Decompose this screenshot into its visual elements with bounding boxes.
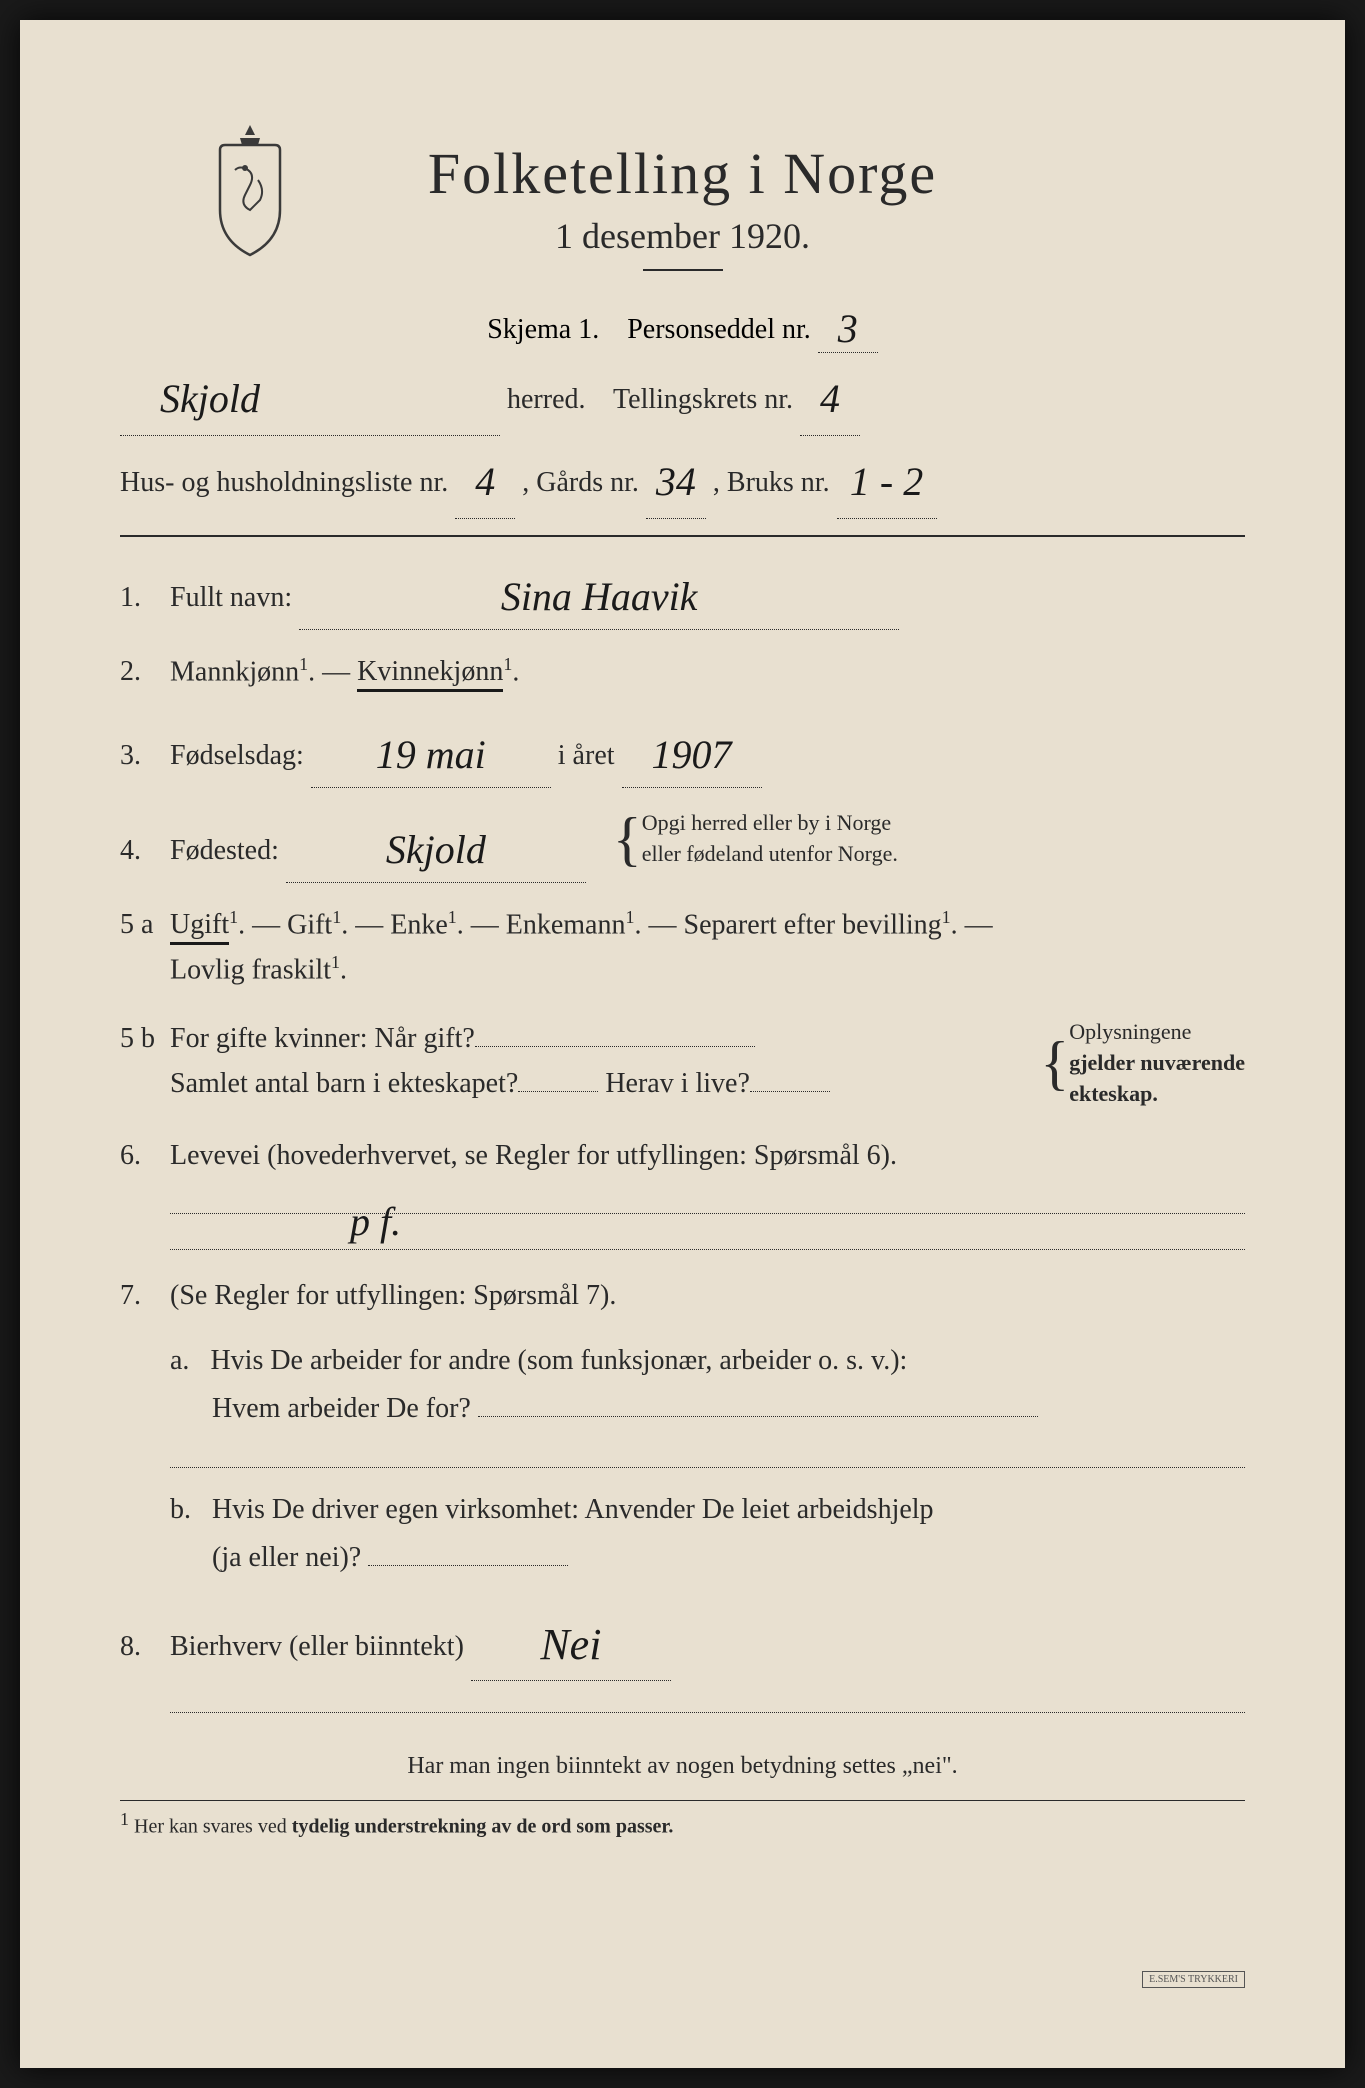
- skjema-line: Skjema 1. Personseddel nr. 3: [120, 301, 1245, 349]
- census-form-page: Folketelling i Norge 1 desember 1920. Sk…: [20, 20, 1345, 2068]
- brace-icon: {: [1040, 1039, 1069, 1087]
- q6-field: p f.: [170, 1186, 1245, 1214]
- tellingskrets-label: Tellingskrets nr.: [613, 384, 793, 415]
- q5a-enkemann: Enkemann: [506, 909, 626, 940]
- husliste-line: Hus- og husholdningsliste nr. 4 , Gårds …: [120, 442, 1245, 515]
- q5a-ugift: Ugift: [170, 909, 229, 945]
- printer-stamp: E.SEM'S TRYKKERI: [1142, 1971, 1245, 1988]
- separator: [120, 535, 1245, 537]
- q7b: b. Hvis De driver egen virksomhet: Anven…: [170, 1486, 1245, 1581]
- q7-num: 7.: [120, 1274, 170, 1319]
- q5b-note: Oplysningene gjelder nuværende ekteskap.: [1069, 1017, 1245, 1109]
- q7a-text2: Hvem arbeider De for?: [212, 1393, 471, 1424]
- q6-value: p f.: [170, 1190, 401, 1254]
- q3-year-label: i året: [558, 740, 615, 771]
- q6: 6. Levevei (hovederhvervet, se Regler fo…: [120, 1134, 1245, 1251]
- bruks-nr: 1 - 2: [837, 446, 937, 519]
- q3-num: 3.: [120, 734, 170, 779]
- q6-label: Levevei (hovederhvervet, se Regler for u…: [170, 1140, 897, 1171]
- gards-nr: 34: [646, 446, 706, 519]
- q3-label: Fødselsdag:: [170, 740, 304, 771]
- q5a: 5 a Ugift1. — Gift1. — Enke1. — Enkemann…: [120, 903, 1245, 993]
- q7a: a. Hvis De arbeider for andre (som funks…: [170, 1337, 1245, 1468]
- q8-label: Bierhverv (eller biinntekt): [170, 1631, 464, 1662]
- q7b-text1: Hvis De driver egen virksomhet: Anvender…: [212, 1494, 934, 1525]
- skjema-label: Skjema 1.: [487, 314, 599, 345]
- q4-value: Skjold: [286, 818, 586, 883]
- q5a-fraskilt: Lovlig fraskilt: [170, 954, 331, 985]
- q2-num: 2.: [120, 650, 170, 695]
- q7-label: (Se Regler for utfyllingen: Spørsmål 7).: [170, 1274, 616, 1319]
- q5b-l2: Samlet antal barn i ekteskapet?: [170, 1068, 518, 1099]
- q4-note: Opgi herred eller by i Norge eller fødel…: [642, 808, 898, 870]
- q5a-gift: Gift: [287, 909, 332, 940]
- q7a-text1: Hvis De arbeider for andre (som funksjon…: [210, 1345, 907, 1376]
- herred-value: Skjold: [120, 363, 500, 436]
- q5a-enke: Enke: [390, 909, 448, 940]
- herred-line: Skjold herred. Tellingskrets nr. 4: [120, 359, 1245, 432]
- personseddel-label: Personseddel nr.: [627, 314, 811, 345]
- q1-label: Fullt navn:: [170, 582, 292, 613]
- q8: 8. Bierhverv (eller biinntekt) Nei: [120, 1606, 1245, 1713]
- footer-notes: Har man ingen biinntekt av nogen betydni…: [120, 1753, 1245, 1839]
- q3-year: 1907: [622, 723, 762, 788]
- herred-label: herred.: [507, 384, 586, 415]
- q7: 7. (Se Regler for utfyllingen: Spørsmål …: [120, 1274, 1245, 1581]
- q5b-num: 5 b: [120, 1017, 170, 1062]
- bruks-label: , Bruks nr.: [713, 467, 830, 498]
- husliste-nr: 4: [455, 446, 515, 519]
- q8-num: 8.: [120, 1625, 170, 1670]
- tellingskrets-nr: 4: [800, 363, 860, 436]
- q2-female: Kvinnekjønn: [357, 656, 503, 692]
- q7b-label: b.: [170, 1494, 191, 1525]
- q4: 4. Fødested: Skjold { Opgi herred eller …: [120, 808, 1245, 879]
- q8-value: Nei: [471, 1610, 671, 1681]
- q4-label: Fødested:: [170, 835, 279, 866]
- q2: 2. Mannkjønn1. — Kvinnekjønn1.: [120, 650, 1245, 695]
- coat-of-arms-icon: [200, 120, 300, 260]
- footnote-num: 1: [120, 1809, 129, 1829]
- q5b: 5 b For gifte kvinner: Når gift? Samlet …: [120, 1017, 1245, 1109]
- nei-note: Har man ingen biinntekt av nogen betydni…: [120, 1753, 1245, 1780]
- husliste-label: Hus- og husholdningsliste nr.: [120, 467, 448, 498]
- q1-num: 1.: [120, 576, 170, 621]
- questions-list: 1. Fullt navn: Sina Haavik 2. Mannkjønn1…: [120, 561, 1245, 1713]
- q7a-label: a.: [170, 1345, 189, 1376]
- gards-label: , Gårds nr.: [522, 467, 639, 498]
- q2-male: Mannkjønn: [170, 656, 299, 687]
- q1: 1. Fullt navn: Sina Haavik: [120, 561, 1245, 626]
- q5a-separert: Separert efter bevilling: [684, 909, 942, 940]
- q5b-l1: For gifte kvinner: Når gift?: [170, 1023, 475, 1054]
- personseddel-nr: 3: [818, 305, 878, 353]
- footnote-text: Her kan svares ved tydelig understreknin…: [134, 1816, 673, 1838]
- q1-value: Sina Haavik: [299, 565, 899, 630]
- q3-day: 19 mai: [311, 723, 551, 788]
- q7b-text2: (ja eller nei)?: [212, 1542, 361, 1573]
- header: Folketelling i Norge 1 desember 1920.: [120, 140, 1245, 271]
- q3: 3. Fødselsdag: 19 mai i året 1907: [120, 719, 1245, 784]
- divider: [643, 269, 723, 271]
- q5b-l3: Herav i live?: [605, 1068, 750, 1099]
- q5a-num: 5 a: [120, 903, 170, 948]
- brace-icon: {: [613, 815, 642, 863]
- q4-num: 4.: [120, 829, 170, 874]
- q6-num: 6.: [120, 1134, 170, 1179]
